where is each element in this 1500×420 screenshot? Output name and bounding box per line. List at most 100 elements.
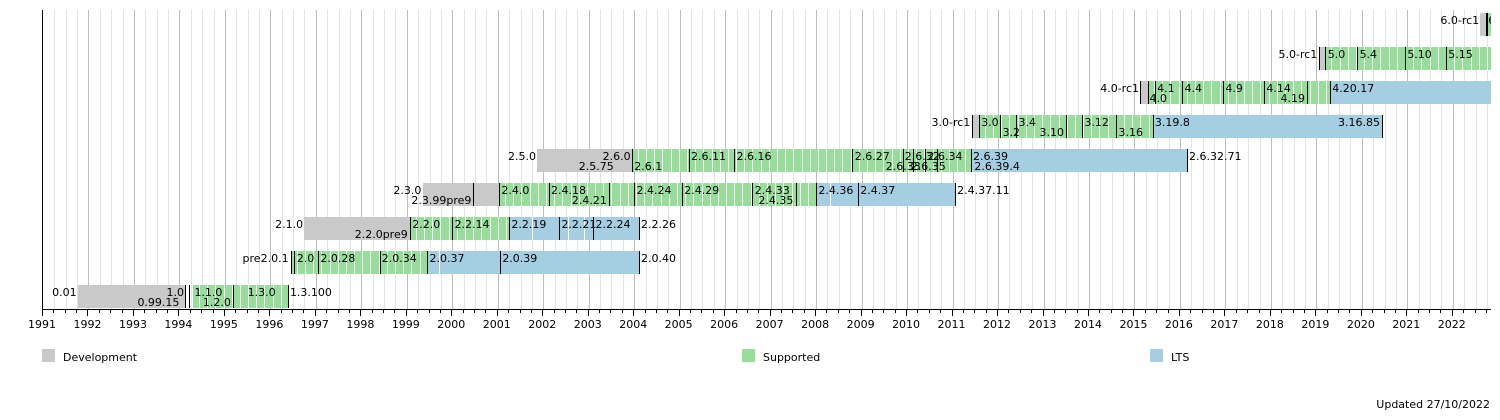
gridline-quarter bbox=[202, 10, 204, 309]
gridline-quarter bbox=[384, 10, 386, 309]
axis-tick-minor bbox=[849, 310, 851, 313]
release-stripe bbox=[742, 183, 744, 206]
legend-label: LTS bbox=[1171, 351, 1190, 364]
release-stripe bbox=[1396, 47, 1398, 70]
axis-tick-major bbox=[405, 310, 407, 316]
release-stripe bbox=[826, 149, 828, 172]
gridline-quarter bbox=[65, 10, 67, 309]
version-marker bbox=[857, 183, 859, 206]
release-stripe bbox=[817, 149, 819, 172]
version-label: 2.2.24 bbox=[595, 218, 631, 231]
version-marker bbox=[912, 149, 914, 172]
version-label: 2.0 bbox=[296, 252, 315, 265]
version-marker bbox=[1182, 81, 1184, 104]
segment-lts bbox=[1152, 115, 1383, 138]
gridline-quarter bbox=[1339, 10, 1341, 309]
version-marker bbox=[1487, 13, 1489, 36]
release-stripe bbox=[529, 183, 531, 206]
axis-tick-minor bbox=[167, 310, 169, 313]
release-stripe bbox=[386, 251, 388, 274]
version-marker bbox=[232, 285, 234, 308]
axis-tick-minor bbox=[962, 310, 964, 313]
gridline-year bbox=[1316, 10, 1318, 309]
version-marker bbox=[1082, 115, 1084, 138]
axis-tick-major bbox=[1406, 310, 1408, 316]
version-label: 3.16 bbox=[1118, 126, 1144, 139]
axis-year-label: 1994 bbox=[164, 318, 193, 331]
release-stripe bbox=[984, 115, 986, 138]
axis-tick-major bbox=[1360, 310, 1362, 316]
gridline-quarter bbox=[338, 10, 340, 309]
version-marker bbox=[1264, 81, 1266, 104]
axis-tick-minor bbox=[1463, 310, 1465, 313]
axis-tick-minor bbox=[894, 310, 896, 313]
axis-year-label: 2012 bbox=[983, 318, 1012, 331]
version-marker bbox=[954, 183, 956, 206]
release-stripe bbox=[537, 183, 539, 206]
version-label: 2.4.33 bbox=[754, 184, 790, 197]
axis-tick-minor bbox=[508, 310, 510, 313]
release-stripe bbox=[1301, 81, 1303, 104]
version-marker bbox=[1325, 47, 1327, 70]
version-label: 5.15 bbox=[1448, 48, 1473, 61]
version-label: 2.6.39 bbox=[973, 150, 1008, 163]
gridline-quarter bbox=[1327, 10, 1329, 309]
segment-supported bbox=[978, 115, 1153, 138]
release-stripe bbox=[264, 285, 266, 308]
axis-tick-major bbox=[769, 310, 771, 316]
release-stripe bbox=[907, 149, 909, 172]
axis-tick-minor bbox=[928, 310, 930, 313]
release-stripe bbox=[1260, 81, 1262, 104]
release-stripe bbox=[419, 251, 421, 274]
version-marker bbox=[1016, 115, 1018, 138]
version-marker bbox=[500, 251, 502, 274]
release-stripe bbox=[1325, 81, 1327, 104]
release-stripe bbox=[637, 149, 639, 172]
version-marker bbox=[1116, 115, 1118, 138]
gridline-quarter bbox=[1418, 10, 1420, 309]
axis-year-label: 1993 bbox=[118, 318, 147, 331]
segment-supported bbox=[1325, 47, 1491, 70]
gridline-quarter bbox=[54, 10, 56, 309]
version-marker bbox=[902, 149, 904, 172]
release-stripe bbox=[695, 149, 697, 172]
release-stripe bbox=[1413, 47, 1415, 70]
axis-year-label: 1991 bbox=[28, 318, 56, 331]
axis-tick-minor bbox=[530, 310, 532, 313]
gridline-quarter bbox=[1282, 10, 1284, 309]
release-stripe bbox=[646, 149, 648, 172]
axis-tick-minor bbox=[1417, 310, 1419, 313]
segment-development bbox=[304, 217, 410, 240]
release-stripe bbox=[676, 183, 678, 206]
axis-tick-minor bbox=[292, 310, 294, 313]
release-stripe bbox=[1437, 47, 1439, 70]
axis-year-label: 2017 bbox=[1210, 318, 1239, 331]
axis-year-label: 1999 bbox=[391, 318, 420, 331]
gridline-quarter bbox=[520, 10, 522, 309]
axis-year-label: 2001 bbox=[482, 318, 511, 331]
gridline-year bbox=[315, 10, 317, 309]
axis-tick-minor bbox=[610, 310, 612, 313]
release-stripe bbox=[1478, 47, 1480, 70]
gridline-quarter bbox=[395, 10, 397, 309]
axis-tick-major bbox=[451, 310, 453, 316]
release-stripe bbox=[545, 183, 547, 206]
gridline-year bbox=[133, 10, 135, 309]
release-stripe bbox=[829, 183, 831, 206]
segment-development bbox=[1480, 13, 1486, 36]
gridline-quarter bbox=[509, 10, 511, 309]
version-marker bbox=[971, 115, 973, 138]
axis-tick-minor bbox=[326, 310, 328, 313]
version-label: 3.19.8 bbox=[1154, 116, 1190, 129]
release-stripe bbox=[1050, 115, 1052, 138]
axis-tick-minor bbox=[371, 310, 373, 313]
release-stripe bbox=[758, 183, 760, 206]
axis-tick-minor bbox=[439, 310, 441, 313]
version-marker bbox=[1357, 47, 1359, 70]
gridline-quarter bbox=[236, 10, 238, 309]
axis-tick-minor bbox=[417, 310, 419, 313]
segment-lts bbox=[816, 183, 955, 206]
release-stripe bbox=[711, 149, 713, 172]
axis-year-label: 2021 bbox=[1392, 318, 1421, 331]
release-stripe bbox=[1355, 47, 1357, 70]
